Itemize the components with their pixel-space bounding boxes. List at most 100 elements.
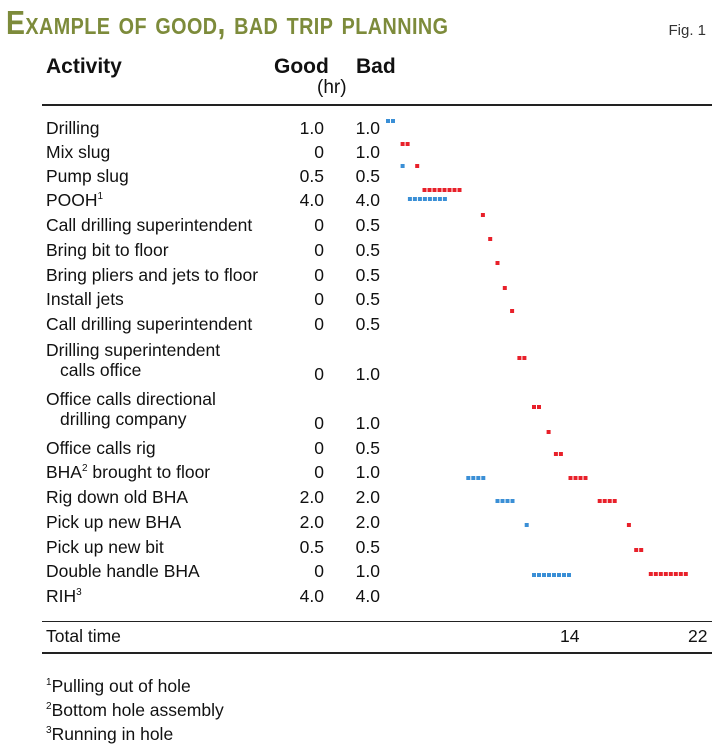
activity-label: Bring bit to floor	[46, 240, 169, 260]
good-hours: 2.0	[299, 512, 324, 532]
bad-hours: 1.0	[355, 142, 380, 162]
good-time-dot	[500, 499, 505, 503]
header-activity: Activity	[46, 55, 122, 78]
bad-time-dot	[432, 188, 437, 192]
bad-hours: 1.0	[355, 561, 380, 581]
bad-time-dot	[602, 499, 607, 503]
bad-time-dot	[553, 452, 558, 456]
good-time-dot	[510, 499, 515, 503]
bad-hours: 0.5	[355, 537, 380, 557]
activity-label: POOH1	[46, 190, 104, 210]
bad-time-dot	[568, 476, 573, 480]
good-hours: 4.0	[299, 190, 324, 210]
activity-label: Pick up new BHA	[46, 512, 182, 532]
bad-hours: 1.0	[355, 413, 380, 433]
good-hours: 0	[314, 314, 324, 334]
bad-time-dot	[639, 548, 644, 552]
activity-label: BHA2 brought to floor	[46, 462, 211, 482]
bad-time-dot	[607, 499, 612, 503]
total-bad: 22	[688, 626, 708, 646]
good-time-dot	[386, 119, 390, 123]
good-time-dot	[476, 476, 481, 480]
activity-label: Bring pliers and jets to floor	[46, 265, 259, 285]
bad-time-dot	[658, 572, 663, 576]
bad-hours: 4.0	[355, 190, 380, 210]
bad-time-dot	[415, 164, 420, 168]
bad-time-dot	[663, 572, 668, 576]
good-time-dot	[505, 499, 510, 503]
good-time-dot	[466, 476, 471, 480]
bad-time-dot	[573, 476, 578, 480]
good-time-dot	[417, 197, 422, 201]
bad-time-dot	[480, 213, 485, 217]
good-time-dot	[495, 499, 500, 503]
bad-hours: 2.0	[355, 487, 380, 507]
bad-time-dot	[442, 188, 447, 192]
good-time-dot	[532, 573, 536, 577]
good-time-dot	[437, 197, 442, 201]
bad-time-dot	[517, 356, 522, 360]
good-time-dot	[481, 476, 486, 480]
good-time-dot	[442, 197, 447, 201]
footnote-3: 3Running in hole	[46, 724, 174, 744]
good-time-dot	[422, 197, 427, 201]
bad-hours: 1.0	[355, 364, 380, 384]
bad-time-dot	[634, 548, 639, 552]
bad-hours: 4.0	[355, 586, 380, 606]
activity-label: Office calls directional drilling company	[46, 389, 216, 429]
activity-label: Mix slug	[46, 142, 111, 162]
bad-time-dot	[447, 188, 452, 192]
good-hours: 0	[314, 289, 324, 309]
good-time-dot	[537, 573, 541, 577]
bad-time-dot	[668, 572, 673, 576]
good-time-dot	[547, 573, 551, 577]
bad-time-dot	[578, 476, 583, 480]
bad-hours: 0.5	[355, 314, 380, 334]
bad-time-dot	[457, 188, 462, 192]
good-time-dot	[557, 573, 561, 577]
good-time-dot	[427, 197, 432, 201]
activity-label: RIH3	[46, 586, 82, 606]
bad-time-dot	[532, 405, 536, 409]
bad-hours: 0.5	[355, 166, 380, 186]
good-hours: 0	[314, 364, 324, 384]
good-time-dot	[562, 573, 566, 577]
chart-title: Example of good, bad trip planning	[6, 4, 449, 41]
bad-time-dot	[678, 572, 683, 576]
good-time-dot	[552, 573, 556, 577]
header-rule	[42, 104, 712, 106]
bad-time-dot	[583, 476, 588, 480]
bad-time-dot	[597, 499, 602, 503]
bad-hours: 0.5	[355, 265, 380, 285]
header-bad: Bad	[356, 55, 396, 78]
header-good: Good	[274, 55, 329, 78]
good-hours: 0	[314, 561, 324, 581]
activity-label: Drilling	[46, 118, 100, 138]
bad-time-dot	[537, 405, 541, 409]
bad-hours: 0.5	[355, 240, 380, 260]
bad-time-dot	[437, 188, 442, 192]
activity-label: Pump slug	[46, 166, 129, 186]
activity-label: Install jets	[46, 289, 124, 309]
bad-time-dot	[422, 188, 427, 192]
activity-label: Pick up new bit	[46, 537, 164, 557]
good-time-dot	[567, 573, 571, 577]
bad-hours: 1.0	[355, 118, 380, 138]
activity-label: Drilling superintendent calls office	[46, 340, 221, 380]
footnote-1: 1Pulling out of hole	[46, 676, 191, 696]
good-time-dot	[524, 523, 529, 527]
good-hours: 0	[314, 240, 324, 260]
good-time-dot	[471, 476, 476, 480]
total-good: 14	[560, 626, 580, 646]
good-hours: 0	[314, 265, 324, 285]
bad-time-dot	[683, 572, 688, 576]
bad-time-dot	[612, 499, 617, 503]
bad-hours: 0.5	[355, 215, 380, 235]
good-hours: 0.5	[299, 166, 324, 186]
footnote-2: 2Bottom hole assembly	[46, 700, 224, 720]
bad-hours: 2.0	[355, 512, 380, 532]
bad-hours: 0.5	[355, 289, 380, 309]
bad-hours: 0.5	[355, 438, 380, 458]
good-time-dot	[542, 573, 546, 577]
bad-time-dot	[522, 356, 527, 360]
